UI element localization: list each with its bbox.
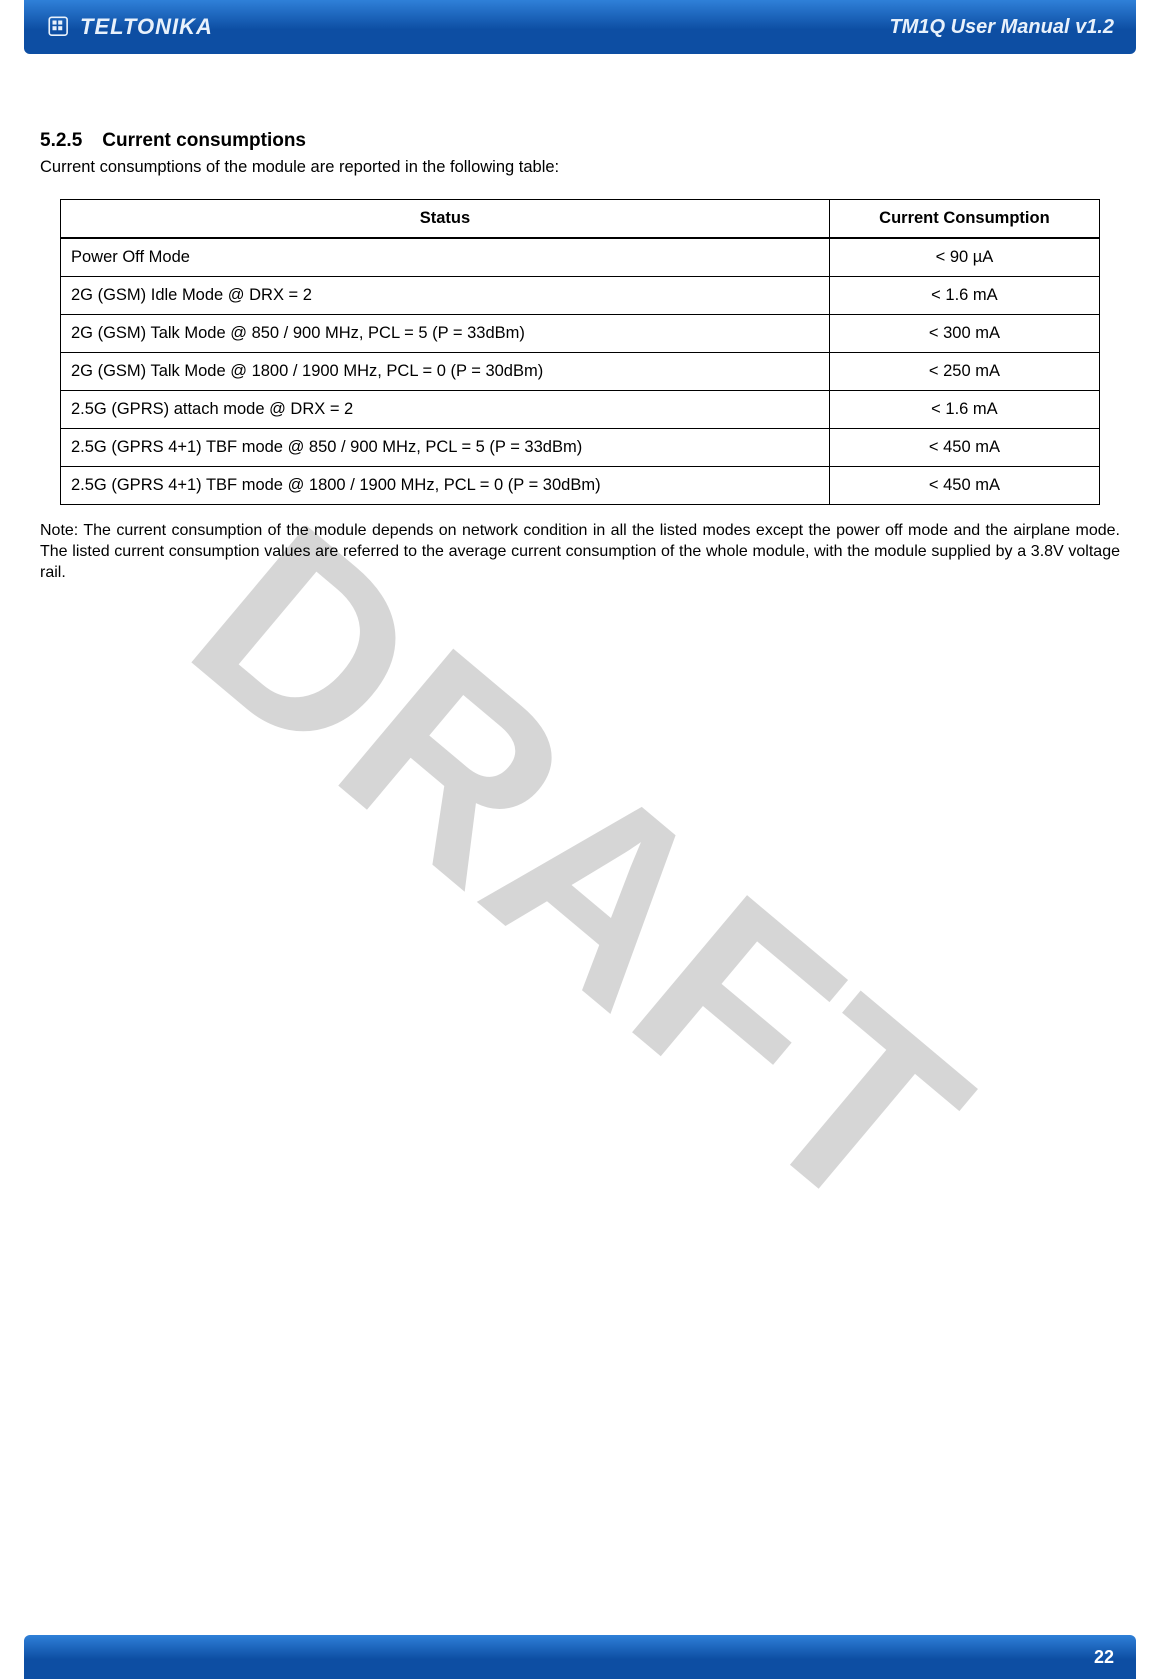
table-row: 2G (GSM) Talk Mode @ 1800 / 1900 MHz, PC… <box>61 353 1100 391</box>
col-status: Status <box>61 200 830 239</box>
table-header-row: Status Current Consumption <box>61 200 1100 239</box>
page-header: TELTONIKA TM1Q User Manual v1.2 <box>24 0 1136 54</box>
section-intro: Current consumptions of the module are r… <box>40 158 1120 177</box>
cell-value: < 450 mA <box>829 429 1099 467</box>
table-row: 2G (GSM) Idle Mode @ DRX = 2 < 1.6 mA <box>61 277 1100 315</box>
table-row: 2.5G (GPRS 4+1) TBF mode @ 850 / 900 MHz… <box>61 429 1100 467</box>
page-number: 22 <box>1094 1647 1114 1668</box>
page-content: 5.2.5 Current consumptions Current consum… <box>40 130 1120 583</box>
consumption-table: Status Current Consumption Power Off Mod… <box>60 199 1100 505</box>
draft-watermark: DRAFT <box>139 469 1021 1277</box>
table-row: Power Off Mode < 90 µA <box>61 238 1100 277</box>
cell-value: < 450 mA <box>829 467 1099 505</box>
document-title: TM1Q User Manual v1.2 <box>889 16 1114 39</box>
col-consumption: Current Consumption <box>829 200 1099 239</box>
section-title: Current consumptions <box>102 130 306 151</box>
cell-value: < 90 µA <box>829 238 1099 277</box>
table-row: 2.5G (GPRS) attach mode @ DRX = 2 < 1.6 … <box>61 391 1100 429</box>
teltonika-icon <box>46 14 72 40</box>
section-note: Note: The current consumption of the mod… <box>40 521 1120 583</box>
cell-status: 2G (GSM) Talk Mode @ 1800 / 1900 MHz, PC… <box>61 353 830 391</box>
cell-status: 2.5G (GPRS 4+1) TBF mode @ 850 / 900 MHz… <box>61 429 830 467</box>
cell-status: 2G (GSM) Talk Mode @ 850 / 900 MHz, PCL … <box>61 315 830 353</box>
page-footer: 22 <box>24 1635 1136 1679</box>
cell-value: < 250 mA <box>829 353 1099 391</box>
brand-name: TELTONIKA <box>80 14 213 40</box>
table-row: 2.5G (GPRS 4+1) TBF mode @ 1800 / 1900 M… <box>61 467 1100 505</box>
cell-value: < 300 mA <box>829 315 1099 353</box>
cell-status: 2.5G (GPRS 4+1) TBF mode @ 1800 / 1900 M… <box>61 467 830 505</box>
section-heading: 5.2.5 Current consumptions <box>40 130 1120 152</box>
cell-status: 2.5G (GPRS) attach mode @ DRX = 2 <box>61 391 830 429</box>
section-number: 5.2.5 <box>40 130 82 152</box>
cell-status: 2G (GSM) Idle Mode @ DRX = 2 <box>61 277 830 315</box>
cell-value: < 1.6 mA <box>829 277 1099 315</box>
cell-status: Power Off Mode <box>61 238 830 277</box>
brand-logo: TELTONIKA <box>46 14 213 40</box>
table-row: 2G (GSM) Talk Mode @ 850 / 900 MHz, PCL … <box>61 315 1100 353</box>
cell-value: < 1.6 mA <box>829 391 1099 429</box>
consumption-table-wrap: Status Current Consumption Power Off Mod… <box>60 199 1100 505</box>
